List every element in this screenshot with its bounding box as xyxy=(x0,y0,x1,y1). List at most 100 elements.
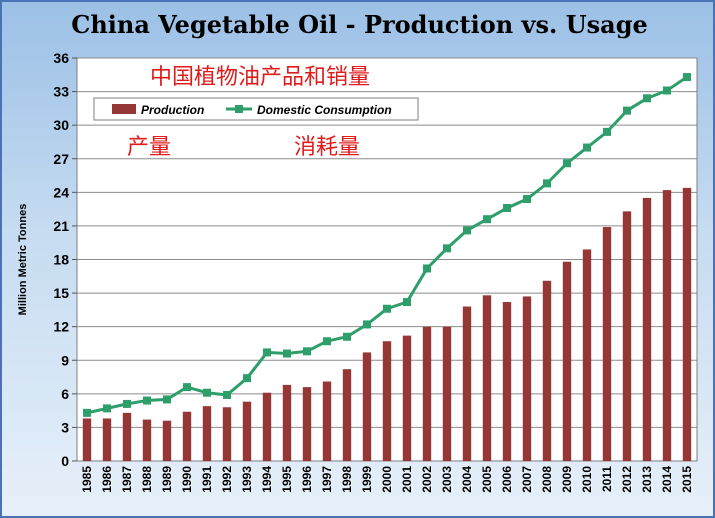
production-bar xyxy=(642,197,652,462)
production-bar xyxy=(142,419,152,461)
x-tick-label: 1988 xyxy=(140,466,154,493)
x-tick-label: 2000 xyxy=(380,466,394,493)
x-tick-label: 2002 xyxy=(420,466,434,493)
production-bar xyxy=(162,420,172,461)
x-tick-label: 1996 xyxy=(300,466,314,493)
x-tick-label: 2005 xyxy=(480,466,494,493)
x-tick-label: 2014 xyxy=(660,466,674,493)
x-tick-label: 1994 xyxy=(260,466,274,493)
production-bar xyxy=(122,412,132,461)
consumption-point xyxy=(443,244,451,253)
y-tick-label: 36 xyxy=(53,50,69,66)
consumption-point xyxy=(103,404,111,413)
consumption-point xyxy=(523,195,531,204)
production-bar xyxy=(562,261,572,461)
x-tick-label: 2004 xyxy=(460,466,474,493)
production-bar xyxy=(102,418,112,461)
x-tick-label: 2013 xyxy=(640,466,654,493)
x-tick-label: 2012 xyxy=(620,466,634,493)
x-tick-label: 1998 xyxy=(340,466,354,493)
consumption-point xyxy=(83,408,91,417)
production-bar xyxy=(262,392,272,461)
consumption-point xyxy=(343,332,351,341)
production-bar xyxy=(202,406,212,461)
production-bar xyxy=(302,387,312,461)
y-tick-label: 30 xyxy=(53,117,69,133)
x-tick-label: 1986 xyxy=(100,466,114,493)
x-tick-label: 1993 xyxy=(240,466,254,493)
production-bar xyxy=(582,249,592,461)
consumption-point xyxy=(203,388,211,397)
y-tick-label: 0 xyxy=(61,453,69,469)
y-axis-label: Million Metric Tonnes xyxy=(17,204,29,316)
annotation-production: 产量 xyxy=(127,135,171,160)
production-bar xyxy=(82,418,92,461)
y-tick-label: 9 xyxy=(61,352,69,368)
production-bar xyxy=(662,190,672,461)
y-tick-label: 33 xyxy=(53,84,69,100)
x-tick-label: 1992 xyxy=(220,466,234,493)
y-tick-label: 18 xyxy=(53,252,69,268)
legend-swatch-production xyxy=(112,104,136,114)
x-tick-label: 2008 xyxy=(540,466,554,493)
consumption-point xyxy=(623,106,631,115)
production-bar xyxy=(542,280,552,461)
production-bar xyxy=(342,369,352,461)
production-bar xyxy=(442,326,452,461)
legend-box xyxy=(93,97,419,121)
consumption-point xyxy=(483,215,491,224)
y-tick-label: 24 xyxy=(53,184,69,200)
x-tick-label: 2003 xyxy=(440,466,454,493)
x-tick-label: 2007 xyxy=(520,466,534,493)
chart-title: China Vegetable Oil - Production vs. Usa… xyxy=(71,10,648,39)
x-tick-label: 1990 xyxy=(180,466,194,493)
production-bar xyxy=(602,227,612,461)
consumption-point xyxy=(123,399,131,408)
production-bar xyxy=(682,187,692,461)
production-bars xyxy=(82,187,692,462)
consumption-point xyxy=(603,127,611,136)
production-bar xyxy=(182,411,192,461)
consumption-point xyxy=(423,264,431,273)
consumption-point xyxy=(303,347,311,356)
consumption-point xyxy=(223,390,231,399)
consumption-point xyxy=(383,304,391,313)
x-tick-label: 1985 xyxy=(80,466,94,493)
production-bar xyxy=(282,384,292,461)
consumption-line xyxy=(83,73,691,417)
production-bar xyxy=(522,296,532,461)
production-bar xyxy=(382,341,392,461)
y-tick-label: 3 xyxy=(61,419,69,435)
consumption-point xyxy=(143,396,151,405)
x-tick-label: 1995 xyxy=(280,466,294,493)
x-tick-label: 1991 xyxy=(200,466,214,493)
production-bar xyxy=(622,211,632,461)
y-tick-label: 12 xyxy=(53,319,69,335)
x-tick-label: 2001 xyxy=(400,466,414,493)
legend-label-consumption: Domestic Consumption xyxy=(257,103,392,117)
consumption-point xyxy=(683,73,691,82)
consumption-point xyxy=(663,86,671,95)
y-tick-label: 21 xyxy=(53,218,69,234)
consumption-point xyxy=(183,383,191,392)
production-bar xyxy=(222,407,232,461)
consumption-point xyxy=(643,94,651,103)
consumption-point xyxy=(463,226,471,235)
consumption-point xyxy=(263,348,271,357)
production-bar xyxy=(242,401,252,461)
production-bar xyxy=(482,295,492,461)
consumption-point xyxy=(363,320,371,329)
consumption-point xyxy=(503,204,511,213)
consumption-point xyxy=(543,179,551,188)
production-bar xyxy=(462,306,472,461)
x-tick-label: 2009 xyxy=(560,466,574,493)
production-bar xyxy=(362,352,372,461)
production-bar xyxy=(322,381,332,461)
consumption-point xyxy=(563,159,571,168)
y-tick-label: 15 xyxy=(53,285,69,301)
x-tick-label: 2010 xyxy=(580,466,594,493)
x-tick-label: 2006 xyxy=(500,466,514,493)
